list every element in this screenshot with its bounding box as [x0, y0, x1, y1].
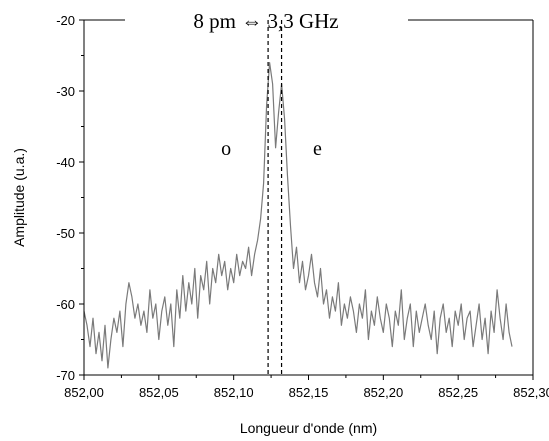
x-axis-label: Longueur d'onde (nm) — [240, 420, 377, 436]
y-tick-label: -20 — [56, 13, 75, 28]
y-tick-label: -60 — [56, 297, 75, 312]
annotation-e: e — [313, 138, 322, 160]
y-tick-label: -50 — [56, 226, 75, 241]
x-tick-label: 852,30 — [513, 385, 549, 400]
x-tick-label: 852,05 — [139, 385, 179, 400]
x-tick-label: 852,10 — [214, 385, 254, 400]
x-tick-label: 852,15 — [289, 385, 329, 400]
y-axis-label: Amplitude (u.a.) — [11, 148, 27, 247]
spectrum-line — [83, 62, 513, 369]
x-tick-label: 852,00 — [64, 385, 104, 400]
y-tick-label: -70 — [56, 368, 75, 383]
y-tick-label: -40 — [56, 155, 75, 170]
annotation-o: o — [221, 138, 231, 160]
x-tick-label: 852,20 — [363, 385, 403, 400]
y-tick-label: -30 — [56, 84, 75, 99]
x-tick-label: 852,25 — [438, 385, 478, 400]
chart-title: 8 pm ⇔ 3,3 GHz — [193, 9, 338, 33]
plot-area: 852,00 852,05 852,10 852,15 852,20 852,25 852,… — [56, 13, 549, 400]
